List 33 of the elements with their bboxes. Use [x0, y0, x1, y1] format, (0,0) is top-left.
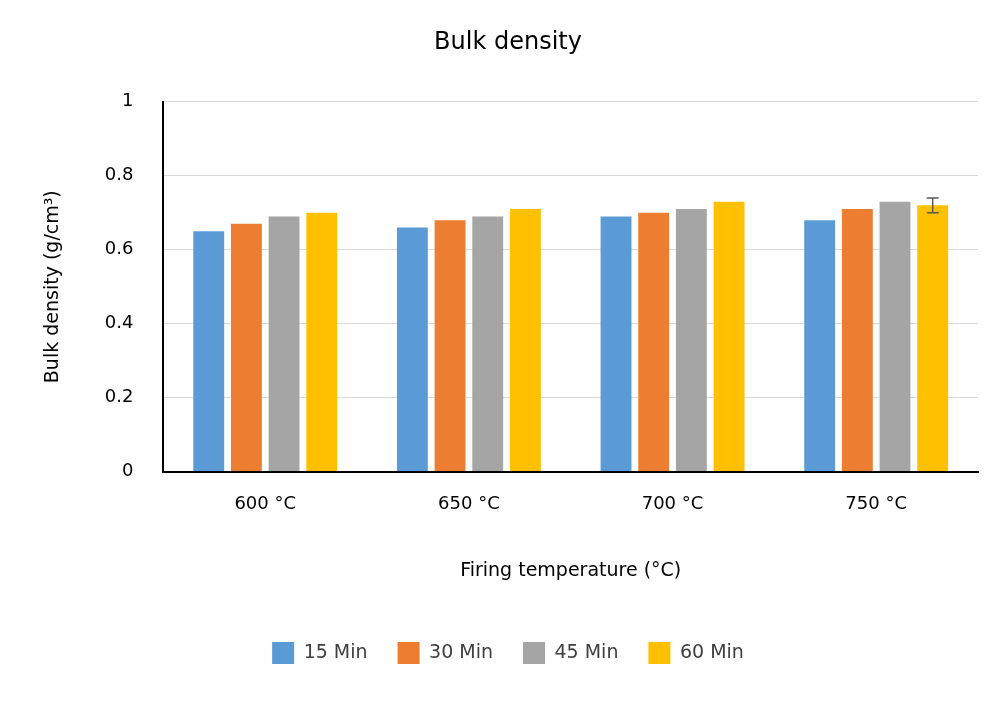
- bar: [879, 201, 911, 472]
- legend-label: 45 Min: [554, 639, 619, 662]
- y-axis-title: Bulk density (g/cm³): [40, 190, 63, 384]
- y-tick-label: 0.2: [104, 385, 134, 407]
- legend-label: 15 Min: [303, 639, 368, 662]
- bar: [917, 205, 949, 472]
- chart-title: Bulk density: [434, 26, 582, 55]
- legend-label: 60 Min: [679, 639, 744, 662]
- bar: [804, 220, 836, 472]
- y-tick-label: 0.6: [104, 237, 134, 259]
- legend-label: 30 Min: [429, 639, 494, 662]
- bar: [638, 212, 670, 472]
- bar: [396, 227, 428, 472]
- x-tick-label: 600 °C: [234, 492, 297, 514]
- bar: [841, 209, 873, 472]
- bar: [713, 201, 745, 472]
- x-tick-label: 700 °C: [641, 492, 704, 514]
- y-tick-label: 0.4: [104, 311, 134, 333]
- y-tick-label: 0: [121, 459, 134, 481]
- bar: [193, 231, 225, 472]
- bar: [600, 216, 632, 472]
- x-axis-title: Firing temperature (°C): [460, 557, 682, 580]
- bar: [472, 216, 504, 472]
- x-tick-label: 750 °C: [845, 492, 908, 514]
- bar: [509, 209, 541, 472]
- x-tick-label: 650 °C: [438, 492, 500, 514]
- bar: [230, 223, 262, 472]
- y-tick-label: 1: [121, 89, 134, 111]
- bar: [675, 209, 707, 472]
- bar: [268, 216, 300, 472]
- bar: [306, 212, 338, 472]
- y-tick-label: 0.8: [104, 163, 134, 185]
- bar: [434, 220, 466, 472]
